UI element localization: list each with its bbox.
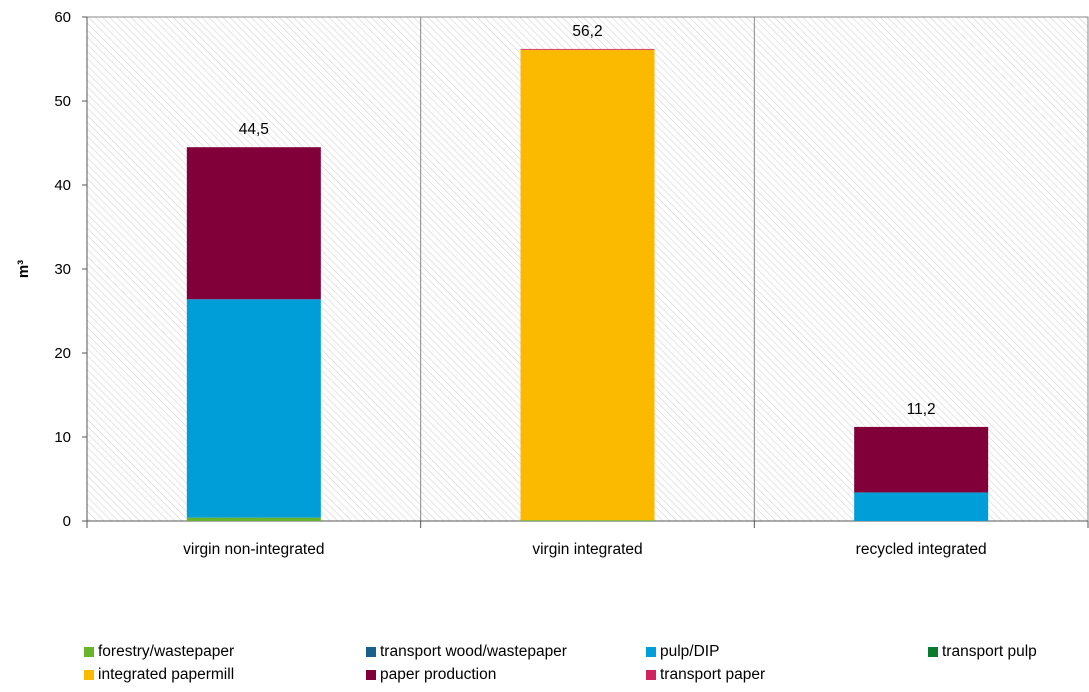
bar-segment bbox=[186, 147, 321, 300]
legend-item: transport pulp bbox=[928, 643, 1037, 661]
y-axis-label: m³ bbox=[15, 260, 32, 278]
data-labels: 44,5 56,2 11,2 bbox=[239, 23, 936, 418]
bar-segment bbox=[854, 426, 989, 493]
bars bbox=[186, 48, 989, 521]
legend-label: forestry/wastepaper bbox=[98, 643, 235, 660]
bar-segment bbox=[520, 520, 655, 521]
legend-label: transport paper bbox=[660, 666, 766, 683]
legend-swatch bbox=[84, 647, 94, 657]
legend-swatch bbox=[366, 670, 376, 680]
legend-item: paper production bbox=[366, 666, 496, 684]
legend-swatch bbox=[928, 647, 938, 657]
x-tick-label: virgin non-integrated bbox=[183, 541, 324, 558]
y-tick-label: 30 bbox=[54, 261, 71, 278]
y-tick-label: 10 bbox=[54, 429, 71, 446]
x-tick-label: recycled integrated bbox=[856, 541, 987, 558]
total-data-label: 11,2 bbox=[907, 401, 936, 418]
y-tick-label: 60 bbox=[54, 9, 71, 26]
legend: forestry/wastepaper transport wood/wastep… bbox=[84, 643, 1084, 689]
x-tick-label: virgin integrated bbox=[532, 541, 642, 558]
legend-label: paper production bbox=[380, 666, 497, 683]
bar-segment bbox=[520, 48, 655, 50]
bar-segment bbox=[186, 299, 321, 518]
legend-item: transport paper bbox=[646, 666, 765, 684]
legend-item: integrated papermill bbox=[84, 666, 234, 684]
legend-swatch bbox=[84, 670, 94, 680]
y-tick-label: 20 bbox=[54, 345, 71, 362]
total-data-label: 56,2 bbox=[572, 23, 602, 40]
legend-label: transport wood/wastepaper bbox=[380, 643, 567, 660]
bar-segment bbox=[854, 492, 989, 521]
total-data-label: 44,5 bbox=[239, 121, 269, 138]
legend-label: pulp/DIP bbox=[660, 643, 720, 660]
legend-item: pulp/DIP bbox=[646, 643, 719, 661]
bar-segment bbox=[520, 49, 655, 521]
legend-label: transport pulp bbox=[942, 643, 1037, 660]
legend-label: integrated papermill bbox=[98, 666, 235, 683]
legend-item: transport wood/wastepaper bbox=[366, 643, 567, 661]
y-tick-label: 40 bbox=[54, 177, 71, 194]
legend-swatch bbox=[646, 647, 656, 657]
legend-swatch bbox=[366, 647, 376, 657]
legend-item: forestry/wastepaper bbox=[84, 643, 234, 661]
y-tick-label: 50 bbox=[54, 93, 71, 110]
bar-segment bbox=[186, 517, 321, 521]
category-separators bbox=[420, 17, 755, 521]
y-tick-label: 0 bbox=[63, 513, 71, 530]
legend-swatch bbox=[646, 670, 656, 680]
